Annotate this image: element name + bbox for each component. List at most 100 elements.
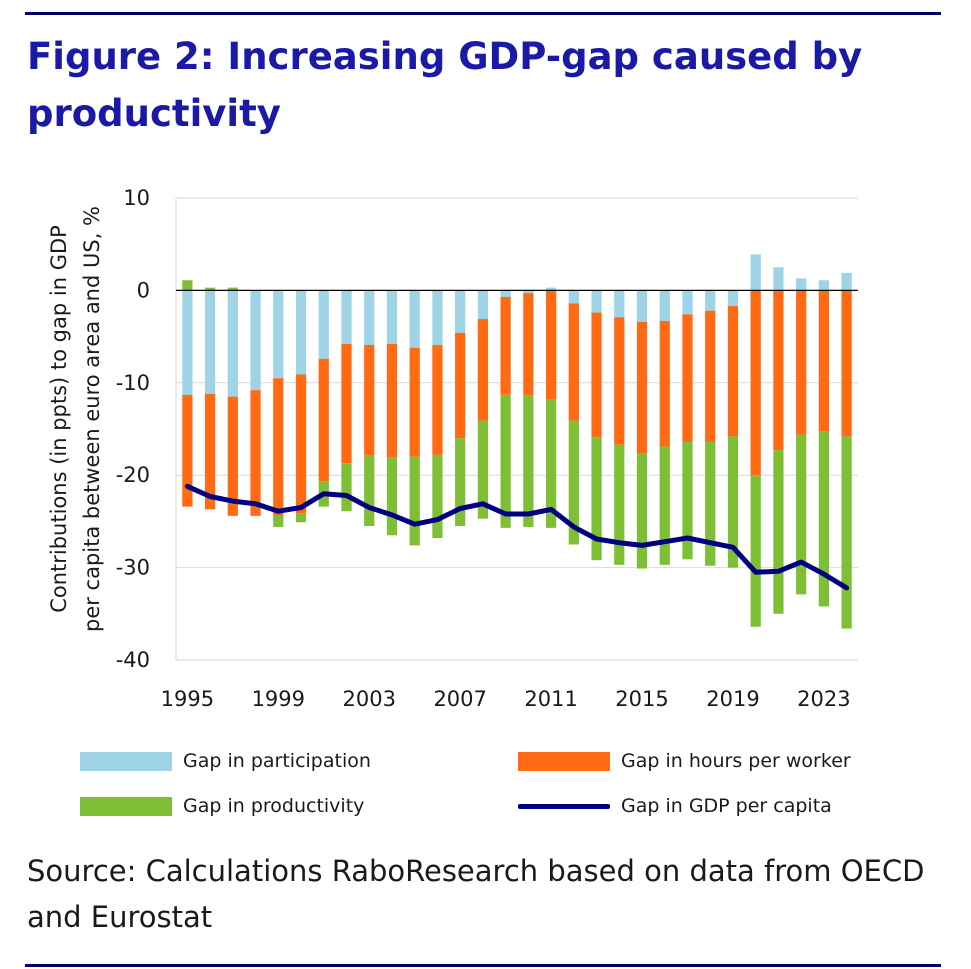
bar-productivity-1995 bbox=[182, 280, 193, 291]
legend-label-productivity: Gap in productivity bbox=[183, 795, 365, 817]
legend-label-participation: Gap in participation bbox=[183, 750, 371, 772]
y-axis-label-line2: per capita between euro area and US, % bbox=[80, 206, 104, 632]
bar-participation-2021 bbox=[773, 267, 784, 291]
bar-productivity-2024 bbox=[841, 436, 852, 629]
bar-hours-1997 bbox=[227, 396, 238, 516]
bar-participation-2002 bbox=[341, 290, 352, 344]
bar-productivity-2017 bbox=[682, 441, 693, 560]
bar-participation-2016 bbox=[659, 290, 670, 321]
bar-productivity-2010 bbox=[523, 395, 534, 527]
bar-participation-2006 bbox=[432, 290, 443, 345]
y-tick-labels: 10 0 -10 -20 -30 -40 bbox=[116, 186, 150, 672]
bar-participation-2009 bbox=[500, 290, 511, 297]
bar-participation-2011 bbox=[545, 287, 557, 291]
legend-swatch-hours bbox=[518, 751, 610, 771]
bar-productivity-2021 bbox=[773, 450, 784, 614]
bar-participation-1998 bbox=[250, 290, 261, 391]
bar-participation-2015 bbox=[636, 290, 648, 322]
bar-hours-1996 bbox=[204, 393, 216, 510]
bar-productivity-2020 bbox=[750, 475, 761, 627]
legend-label-gdp: Gap in GDP per capita bbox=[621, 795, 832, 817]
legend-item-participation: Gap in participation bbox=[80, 750, 371, 772]
x-tick-label: 2007 bbox=[433, 687, 486, 711]
bar-hours-1995 bbox=[182, 394, 193, 507]
series-gdp-line bbox=[184, 483, 850, 591]
bar-productivity-2008 bbox=[477, 420, 489, 519]
bar-participation-2004 bbox=[386, 290, 398, 344]
series-productivity-bars bbox=[182, 280, 852, 629]
bar-productivity-1999 bbox=[273, 515, 284, 527]
bar-hours-2010 bbox=[523, 293, 534, 396]
bottom-rule bbox=[25, 964, 941, 967]
x-tick-label: 1995 bbox=[161, 687, 214, 711]
bar-hours-1998 bbox=[250, 390, 261, 516]
bar-productivity-2015 bbox=[636, 453, 648, 569]
legend-swatch-participation bbox=[80, 751, 172, 771]
bar-hours-2006 bbox=[432, 344, 443, 455]
y-axis-label-line1: Contributions (in ppts) to gap in GDP bbox=[47, 225, 71, 613]
legend-label-hours: Gap in hours per worker bbox=[621, 750, 851, 772]
bar-productivity-2005 bbox=[409, 456, 420, 546]
bar-productivity-2006 bbox=[432, 454, 443, 539]
bar-productivity-2013 bbox=[591, 437, 602, 561]
legend-item-gdp: Gap in GDP per capita bbox=[518, 795, 832, 817]
bar-hours-2002 bbox=[341, 343, 352, 464]
bar-hours-2001 bbox=[318, 358, 329, 482]
y-tick-label: 0 bbox=[137, 278, 150, 302]
x-tick-label: 1999 bbox=[252, 687, 305, 711]
bar-hours-2008 bbox=[477, 319, 489, 421]
bar-productivity-2019 bbox=[727, 436, 739, 568]
bar-participation-1996 bbox=[204, 290, 216, 394]
bar-participation-1995 bbox=[182, 290, 193, 395]
series-participation-bars bbox=[182, 254, 852, 397]
legend-swatch-gdp bbox=[518, 803, 610, 809]
bar-participation-2018 bbox=[705, 290, 716, 311]
bar-participation-1997 bbox=[227, 290, 238, 397]
bar-participation-1999 bbox=[273, 290, 284, 379]
chart: 10 0 -10 -20 -30 -40 1995 1999 2003 2007 2011 2015… bbox=[47, 186, 858, 711]
x-tick-label: 2011 bbox=[524, 687, 577, 711]
y-tick-label: -40 bbox=[116, 648, 150, 672]
y-tick-label: 10 bbox=[123, 186, 150, 210]
bar-productivity-2011 bbox=[545, 399, 557, 528]
bar-productivity-2003 bbox=[364, 455, 375, 527]
bar-hours-2018 bbox=[705, 310, 716, 442]
bar-hours-2007 bbox=[455, 332, 466, 439]
x-tick-label: 2023 bbox=[797, 687, 850, 711]
bar-hours-2005 bbox=[409, 347, 420, 457]
bar-hours-2014 bbox=[614, 317, 625, 445]
bar-participation-2008 bbox=[477, 290, 489, 320]
bar-participation-2022 bbox=[796, 278, 807, 291]
bar-productivity-1997 bbox=[227, 287, 238, 291]
bar-productivity-2007 bbox=[455, 438, 466, 527]
bar-participation-2019 bbox=[727, 290, 739, 307]
bar-productivity-2023 bbox=[818, 431, 830, 607]
bar-participation-2005 bbox=[409, 290, 420, 348]
bar-productivity-2000 bbox=[295, 513, 307, 523]
legend-swatch-productivity bbox=[80, 796, 172, 816]
bar-productivity-2018 bbox=[705, 441, 716, 566]
bar-productivity-2014 bbox=[614, 444, 625, 565]
y-tick-label: -20 bbox=[116, 463, 150, 487]
bar-hours-2011 bbox=[545, 290, 557, 400]
bar-hours-2017 bbox=[682, 314, 693, 442]
bar-hours-2003 bbox=[364, 344, 375, 456]
legend-item-hours: Gap in hours per worker bbox=[518, 750, 851, 772]
bar-participation-2014 bbox=[614, 290, 625, 318]
bar-productivity-2009 bbox=[500, 394, 511, 528]
bar-hours-2021 bbox=[773, 290, 784, 451]
gdp-per-capita-line bbox=[184, 483, 850, 591]
source-note: Source: Calculations RaboResearch based … bbox=[27, 854, 925, 934]
bar-hours-2022 bbox=[796, 290, 807, 435]
bar-hours-2004 bbox=[386, 343, 398, 458]
bar-participation-2000 bbox=[295, 290, 307, 375]
bar-participation-2007 bbox=[455, 290, 466, 333]
series-hours-bars bbox=[182, 290, 852, 516]
bar-productivity-2022 bbox=[796, 434, 807, 595]
bar-participation-2024 bbox=[841, 272, 852, 291]
bar-participation-2020 bbox=[750, 254, 761, 291]
bar-productivity-2004 bbox=[386, 457, 398, 536]
legend-item-productivity: Gap in productivity bbox=[80, 795, 364, 817]
top-rule bbox=[25, 12, 941, 15]
bar-participation-2010 bbox=[523, 290, 534, 294]
